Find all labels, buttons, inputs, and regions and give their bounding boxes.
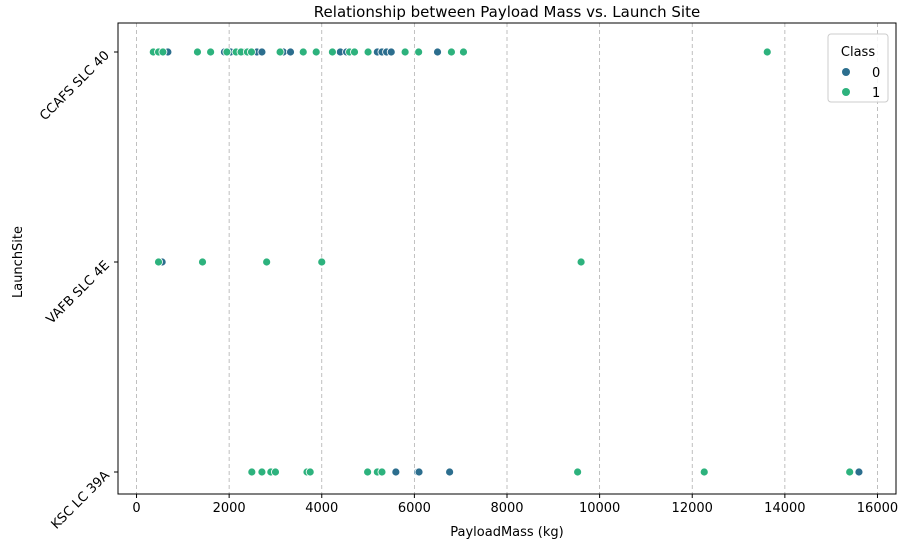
legend-marker-class-1 [842,88,850,96]
data-point-class-1 [154,257,163,267]
data-point-class-1 [363,467,373,477]
x-axis-label: PayloadMass (kg) [450,525,563,540]
data-point-class-1 [363,47,373,57]
x-tick-label: 14000 [764,501,805,516]
data-point-class-0 [286,47,295,57]
data-point-class-0 [445,467,455,477]
legend-marker-class-0 [842,68,850,76]
data-point-class-1 [193,47,202,57]
chart-title: Relationship between Payload Mass vs. La… [314,3,700,21]
x-axis: 0 2000 4000 6000 8000 10000 12000 14000 16000 [132,494,898,516]
data-point-class-0 [386,47,396,57]
data-point-class-1 [845,467,855,477]
data-point-class-1 [447,47,456,57]
x-tick-label: 10000 [579,501,620,516]
points-layer [148,47,864,477]
data-point-class-1 [275,47,285,57]
data-point-class-1 [762,47,772,57]
data-point-class-1 [271,467,280,477]
data-point-class-1 [257,467,267,477]
data-point-class-1 [311,47,321,57]
data-point-class-1 [459,47,468,57]
data-point-class-1 [206,47,216,57]
x-tick-label: 8000 [490,501,523,516]
data-point-class-1 [222,47,232,57]
data-point-class-0 [854,467,864,477]
legend-label-class-0: 0 [872,66,880,81]
data-point-class-0 [257,47,267,57]
x-tick-label: 16000 [857,501,898,516]
data-point-class-1 [298,47,308,57]
data-point-class-1 [198,257,207,267]
data-point-class-1 [699,467,709,477]
x-tick-label: 12000 [672,501,713,516]
data-point-class-1 [573,467,583,477]
y-axis-label: LaunchSite [11,226,26,298]
data-point-class-1 [305,467,315,477]
data-point-class-1 [247,467,257,477]
data-point-class-1 [400,47,410,57]
data-point-class-1 [414,47,424,57]
legend-label-class-1: 1 [872,86,880,101]
legend-title: Class [841,45,875,60]
data-point-class-1 [576,257,586,267]
legend-box [827,33,889,103]
legend: Class 0 1 [827,33,889,103]
data-point-class-1 [377,467,387,477]
data-point-class-0 [414,467,424,477]
x-tick-label: 6000 [398,501,431,516]
data-point-class-0 [433,47,442,57]
data-point-class-1 [262,257,272,267]
x-tick-label: 4000 [305,501,338,516]
data-point-class-1 [158,47,168,57]
data-point-class-1 [350,47,359,57]
x-tick-label: 0 [132,501,140,516]
x-tick-label: 2000 [213,501,246,516]
data-point-class-1 [328,47,337,57]
data-point-class-0 [391,467,401,477]
data-point-class-1 [247,47,256,57]
data-point-class-1 [317,257,327,267]
